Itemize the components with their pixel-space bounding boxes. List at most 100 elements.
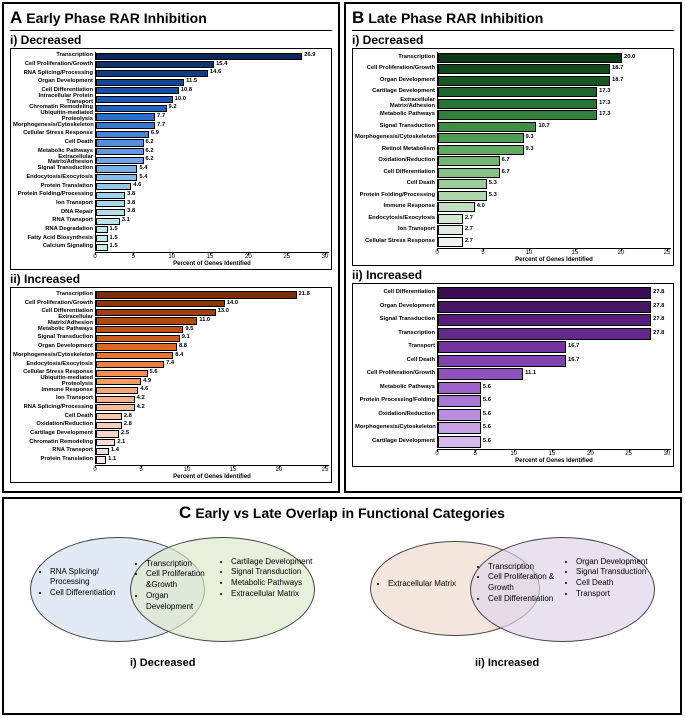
bar-area: 4.2 [95,404,329,412]
bar-value: 18.7 [612,66,623,72]
bar-value: 2.7 [465,239,473,245]
bar-area: 14.0 [95,300,329,308]
bar-row: Organ Development8.8 [13,343,329,351]
bar [438,99,597,109]
bar-area: 5.4 [95,174,329,182]
bar [96,200,125,207]
axis-tick: 30 [322,254,329,260]
bar [96,396,135,403]
bar-value: 6.2 [146,140,154,146]
category-label: Transcription [355,331,437,337]
category-label: Cartilage Development [355,439,437,445]
bar-area: 5.3 [437,179,671,190]
axis-tick: 30 [664,451,671,457]
bar-value: 5.3 [489,181,497,187]
bar [96,122,155,129]
bar-area: 3.8 [95,200,329,208]
bar-row: Morphogenesis/Cytoskeleton9.3 [355,133,671,144]
bar-value: 5.6 [483,412,491,418]
bar-row: Cell Proliferation/Growth18.7 [355,64,671,75]
bar [96,422,122,429]
category-label: Protein Translation [13,457,95,463]
bar [96,244,108,251]
category-label: Protein Processing/Folding [355,398,437,404]
bar [96,192,125,199]
category-label: Oxidation/Reduction [13,422,95,428]
bar-area: 11.1 [437,368,671,381]
bar-area: 2.7 [437,236,671,247]
panel-b: BLate Phase RAR Inhibition i) Decreased … [344,2,682,493]
venn-item: Cell Proliferation&Growth [146,569,216,591]
bar-value: 4.9 [143,379,151,385]
chart-a1: Transcription26.9Cell Proliferation/Grow… [13,52,329,251]
bar-value: 1.4 [111,448,119,454]
bar-value: 11.5 [186,79,197,85]
bar-area: 5.6 [437,422,671,435]
bar-area: 9.3 [437,144,671,155]
category-label: Organ Development [13,344,95,350]
bar [96,317,197,324]
axis-b1: 0510152025 [437,248,671,258]
bar-value: 9.3 [526,147,534,153]
bar-row: Signal Transduction5.4 [13,165,329,173]
bar-value: 9.1 [182,335,190,341]
bar [438,355,566,367]
bar-area: 27.8 [437,287,671,300]
bar-row: Organ Development27.8 [355,300,671,313]
bar-row: Signal Transduction9.1 [13,334,329,342]
bar-value: 6.9 [151,131,159,137]
bar [96,404,135,411]
panel-b-sub2: ii) Increased [352,268,674,282]
venn-item: Organ Development [576,557,661,568]
bar-row: Cartilage Development5.6 [355,435,671,448]
bar [438,76,610,86]
category-label: Ubiquitin-mediated Proteolysis [13,376,95,388]
chart-b2: Cell Differentiation27.8Organ Developmen… [355,287,671,449]
axis-b2: 051015202530 [437,449,671,459]
bar [438,191,487,201]
bar [96,300,225,307]
bar-row: Endocytosis/Exocytosis7.4 [13,360,329,368]
panel-a: AEarly Phase RAR Inhibition i) Decreased… [2,2,340,493]
bar-value: 27.8 [653,290,664,296]
bar-value: 5.6 [483,425,491,431]
venn-item: Transcription [488,562,563,573]
bar [438,64,610,74]
bar-value: 17.3 [599,101,610,107]
bar-row: Extracellular Matrix/Adhesion11.0 [13,317,329,325]
bar [438,395,481,407]
axis-tick: 20 [587,451,594,457]
bar-value: 8.4 [175,353,183,359]
bar [96,79,184,86]
bar-value: 5.6 [150,370,158,376]
bar-value: 3.8 [127,192,135,198]
bar [96,148,144,155]
bar-value: 7.7 [157,123,165,129]
bar [96,174,137,181]
bar-value: 27.8 [653,317,664,323]
bar-value: 2.7 [465,227,473,233]
bar [438,225,463,235]
bar-area: 8.8 [95,343,329,351]
bar [96,387,138,394]
bar-area: 2.8 [95,412,329,420]
bar-area: 26.9 [95,52,329,60]
bar-value: 4.6 [133,184,141,190]
bar [96,105,167,112]
bar-value: 4.2 [137,396,145,402]
bar-area: 8.4 [95,352,329,360]
bar-area: 1.5 [95,226,329,234]
axis-tick: 20 [276,467,283,473]
panel-a-sub2: ii) Increased [10,272,332,286]
category-label: Ion Transport [13,396,95,402]
bar-area: 20.0 [437,52,671,63]
panel-b-letter: B [352,8,364,27]
bar [438,368,523,380]
venn2-mid-items: TranscriptionCell Proliferation &GrowthC… [478,562,563,605]
venn-area: RNA Splicing/ProcessingCell Differentiat… [10,527,674,707]
bar [438,53,622,63]
bar-value: 1.5 [110,236,118,242]
category-label: Metabolic Pathways [13,327,95,333]
bar-area: 2.1 [95,439,329,447]
bar-row: Protein Processing/Folding5.6 [355,395,671,408]
